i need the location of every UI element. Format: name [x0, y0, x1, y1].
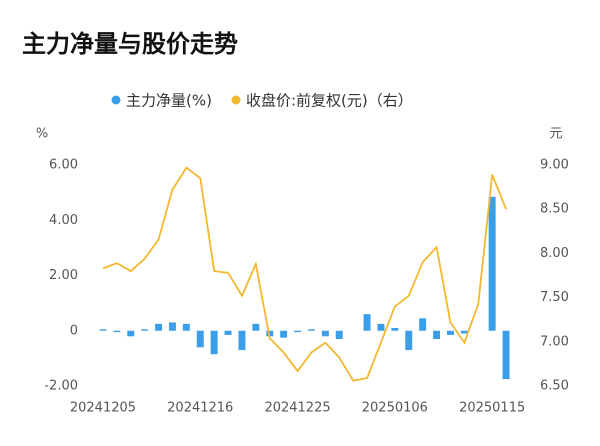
bar: [280, 330, 288, 338]
y2-tick-label: 9.00: [540, 158, 569, 173]
x-tick-label: 20250106: [362, 401, 428, 416]
bar: [377, 323, 385, 331]
bar: [307, 329, 315, 331]
x-tick-label: 20241225: [264, 401, 330, 416]
bar: [363, 314, 371, 331]
y2-axis-label: 元: [549, 127, 562, 142]
bar: [294, 330, 302, 333]
x-tick-label: 20241205: [70, 401, 136, 416]
x-tick-label: 20241216: [167, 401, 233, 416]
bar: [252, 323, 260, 331]
x-tick-label: 20250115: [459, 401, 525, 416]
bar: [182, 323, 190, 331]
legend-label: 收盘价:前复权(元)（右）: [246, 92, 413, 110]
bar: [224, 330, 232, 335]
legend-marker: [231, 95, 241, 105]
bar: [238, 330, 246, 351]
line: [102, 166, 507, 382]
bar: [488, 196, 496, 331]
bar: [210, 330, 218, 355]
bar: [335, 330, 343, 340]
bar: [460, 330, 468, 334]
y2-tick-label: 7.50: [540, 290, 569, 305]
bar: [99, 329, 107, 331]
legend-marker: [111, 95, 121, 105]
bar: [405, 330, 413, 351]
y-axis-label: %: [36, 127, 48, 142]
bar: [433, 330, 441, 340]
bar: [321, 330, 329, 337]
y2-tick-label: 7.00: [540, 334, 569, 349]
y-tick-label: 4.00: [49, 213, 78, 228]
legend-label: 主力净量(%): [126, 92, 212, 110]
bar: [419, 318, 427, 331]
bar: [446, 330, 454, 335]
bar: [196, 330, 204, 348]
y2-tick-label: 6.50: [540, 379, 569, 394]
chart-title: 主力净量与股价走势: [22, 30, 238, 58]
y-tick-label: 2.00: [49, 268, 78, 283]
bar: [168, 322, 176, 331]
bar: [113, 330, 121, 333]
bar: [127, 330, 135, 337]
y2-tick-label: 8.00: [540, 246, 569, 261]
bar: [502, 330, 510, 380]
y-tick-label: 0: [70, 323, 78, 338]
bar: [391, 327, 399, 331]
bar: [155, 323, 163, 331]
y-tick-label: 6.00: [49, 158, 78, 173]
y-tick-label: -2.00: [44, 379, 78, 394]
bar: [141, 329, 149, 331]
y2-tick-label: 8.50: [540, 202, 569, 217]
